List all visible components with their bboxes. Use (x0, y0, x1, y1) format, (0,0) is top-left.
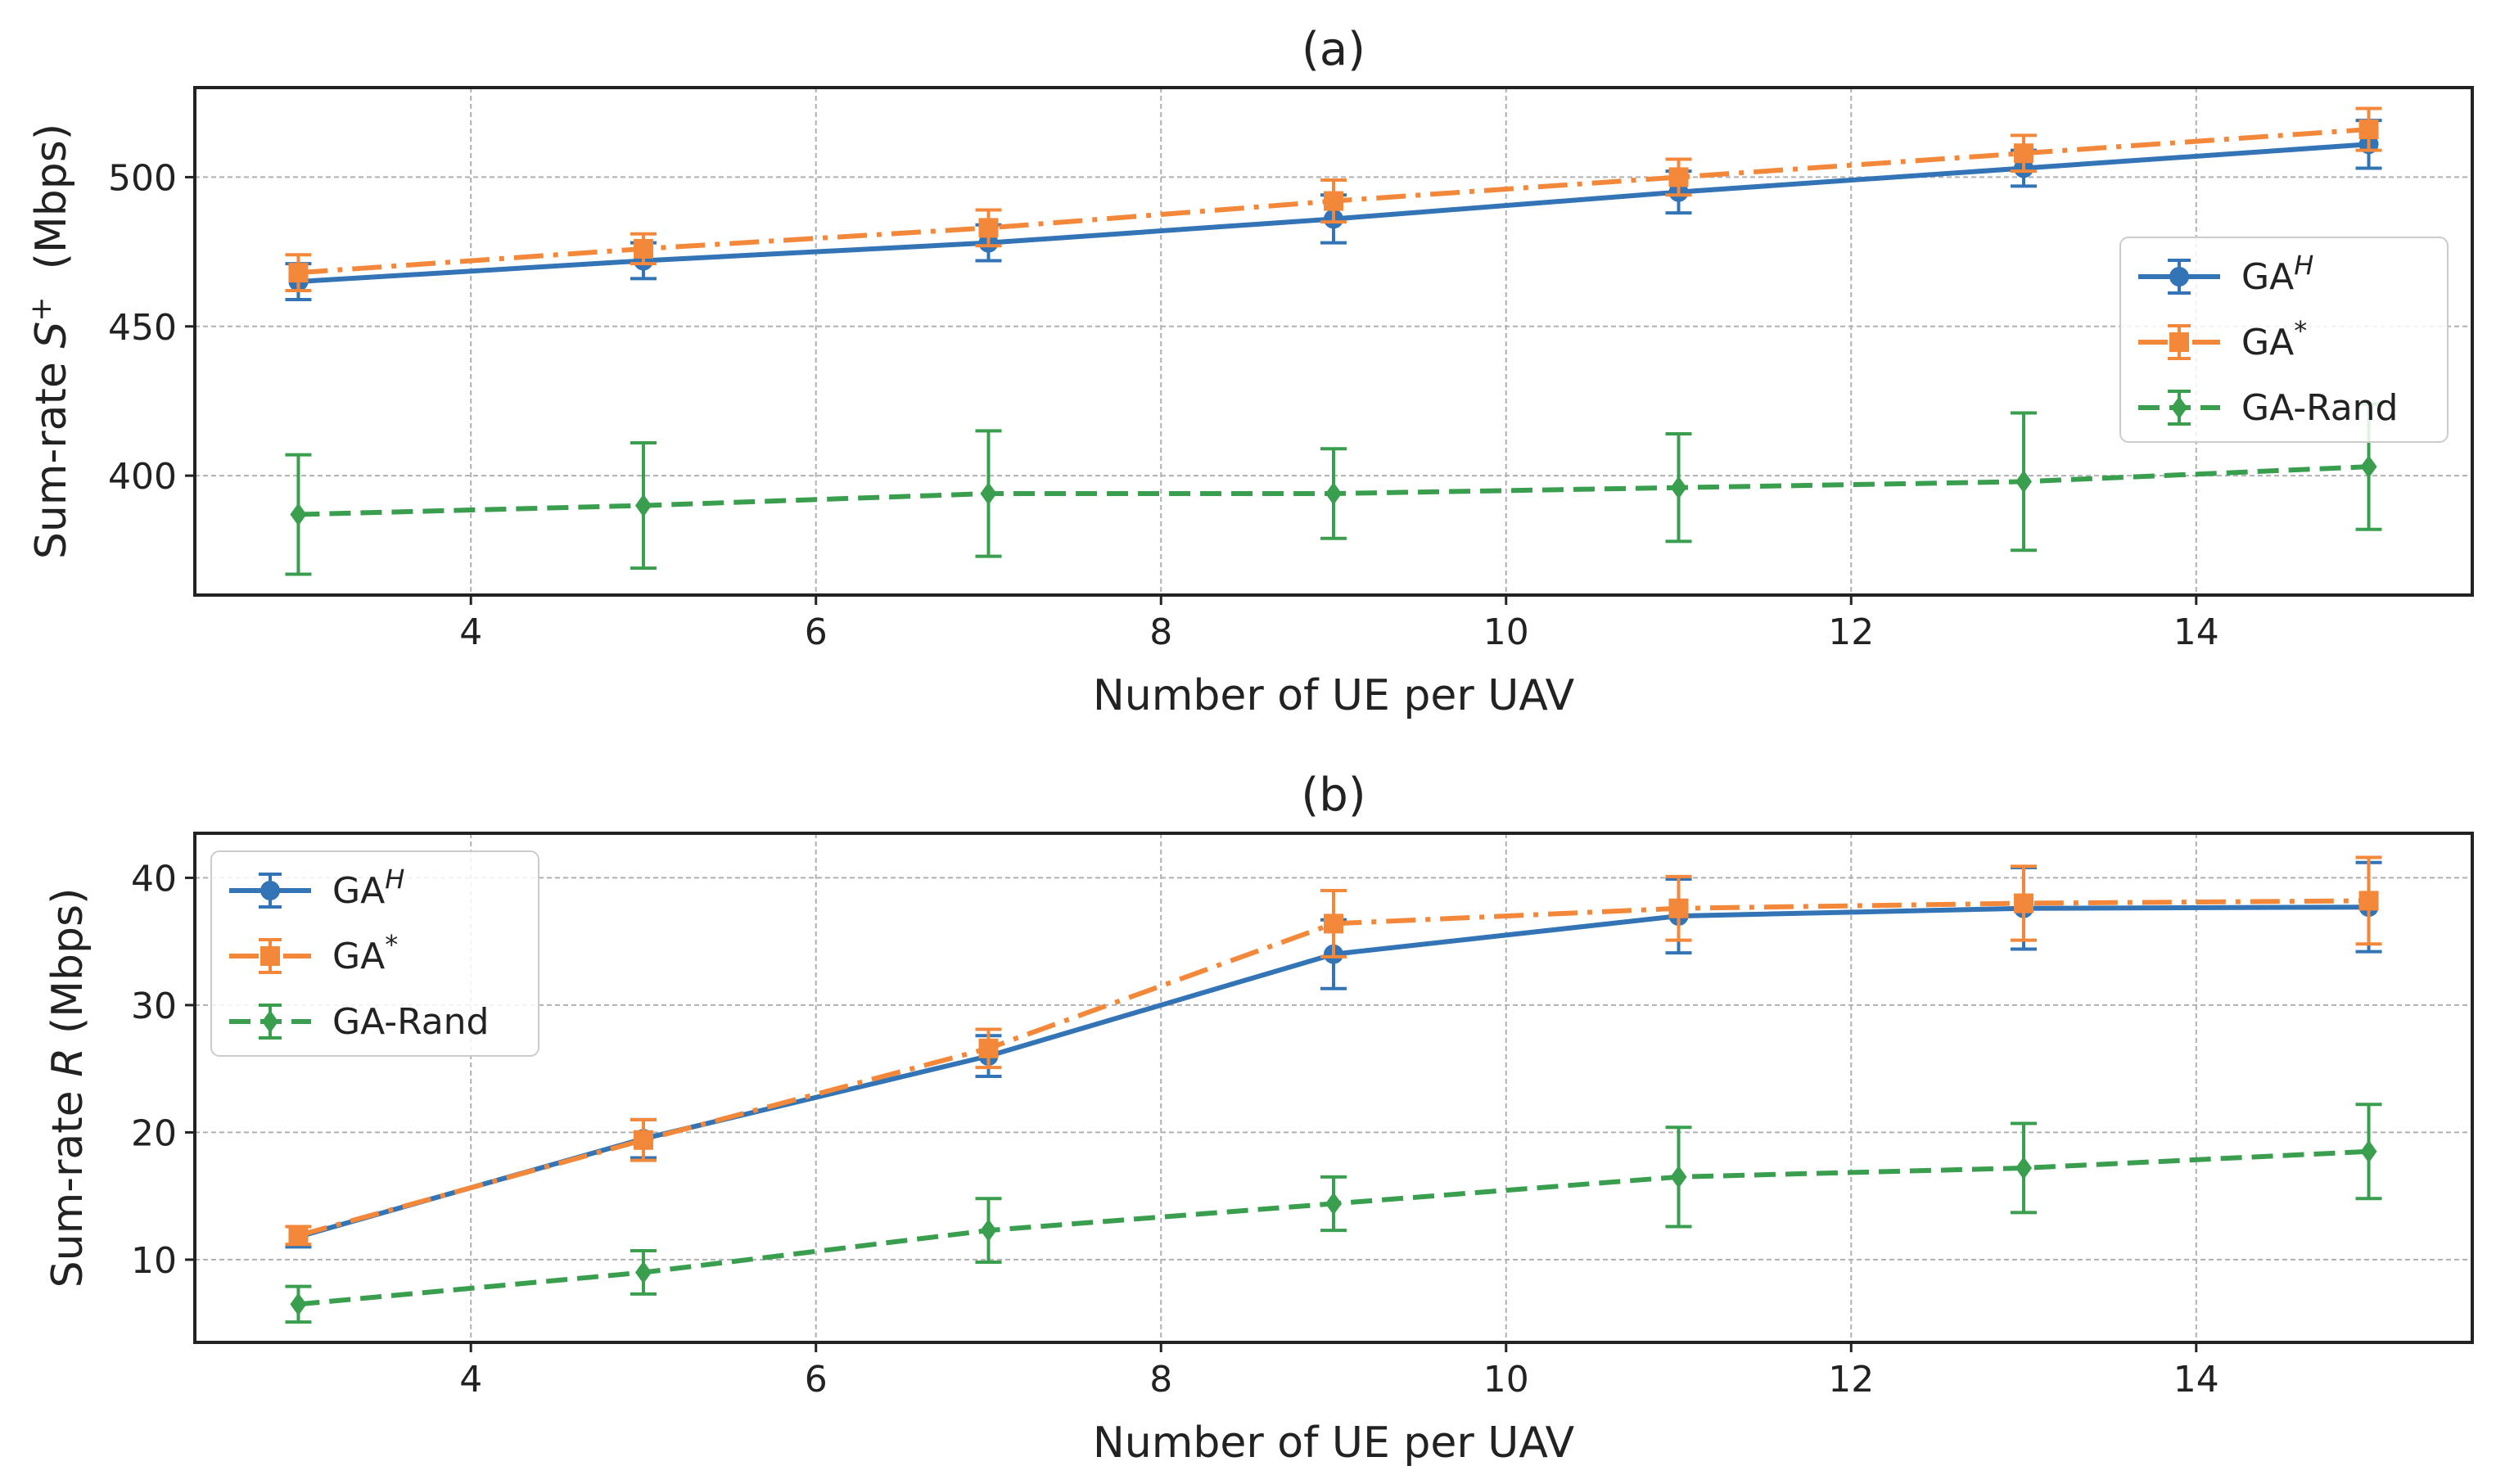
x-tick-label: 8 (1149, 1359, 1172, 1401)
series-ga-star (285, 855, 2382, 1247)
y-axis-label-symbol: R (43, 1048, 93, 1077)
data-point (978, 218, 999, 238)
y-axis-label-symbol: S (27, 322, 76, 349)
data-point (2358, 891, 2379, 911)
data-point (1670, 476, 1687, 499)
legend-marker (260, 946, 280, 966)
y-tick-label: 20 (131, 1112, 177, 1154)
y-axis-label: Sum-rate S+ (Mbps) (25, 124, 76, 559)
x-tick-label: 4 (459, 611, 482, 653)
x-tick-label: 14 (2173, 1359, 2219, 1401)
data-point (1324, 191, 1343, 211)
series-ga-rand (285, 1103, 2382, 1324)
data-point (2358, 120, 2379, 140)
x-tick-label: 4 (459, 1359, 482, 1401)
legend-marker (2169, 332, 2189, 352)
x-tick-label: 6 (805, 611, 828, 653)
y-tick-label: 450 (108, 307, 177, 349)
data-point (1324, 913, 1343, 934)
x-tick-label: 6 (805, 1359, 828, 1401)
x-tick-label: 8 (1149, 611, 1172, 653)
data-point (288, 263, 309, 283)
y-tick-label: 400 (108, 456, 177, 498)
data-point (1325, 482, 1342, 505)
x-tick-label: 10 (1483, 611, 1529, 653)
legend-label: GA-Rand (2241, 387, 2399, 429)
data-point (634, 1261, 652, 1284)
data-point (2015, 470, 2033, 494)
panel-title: (b) (1301, 769, 1365, 822)
legend-marker (262, 1010, 278, 1033)
legend-marker (260, 881, 280, 900)
legend-marker (2169, 267, 2189, 286)
legend-label-superscript: * (385, 929, 398, 960)
legend-label: GAH (2241, 250, 2313, 298)
panel-title: (a) (1302, 23, 1365, 76)
legend-label-name: GA (332, 936, 385, 977)
data-point (633, 238, 653, 259)
data-point (980, 1219, 997, 1243)
legend-label: GA-Rand (332, 1001, 490, 1043)
legend-marker (2171, 396, 2187, 419)
legend-label-name: GA (332, 870, 385, 912)
legend-label-name: GA-Rand (2241, 387, 2399, 429)
y-axis-label-suffix: (Mbps) (43, 888, 93, 1048)
x-axis-label: Number of UE per UAV (1093, 1419, 1575, 1468)
y-axis-label: Sum-rate R (Mbps) (43, 888, 93, 1288)
data-point (2360, 455, 2377, 479)
legend-label-name: GA-Rand (332, 1001, 490, 1043)
legend-label-superscript: H (2294, 250, 2313, 281)
legend-label: GAH (332, 864, 404, 912)
legend-label-superscript: * (2294, 315, 2307, 346)
legend-label: GA* (2241, 315, 2307, 363)
x-tick-label: 10 (1483, 1359, 1529, 1401)
x-tick-label: 14 (2173, 611, 2219, 653)
data-point (1670, 1165, 1687, 1189)
data-point (1668, 167, 1689, 187)
plot-frame (193, 86, 2474, 597)
x-tick-label: 12 (1828, 1359, 1874, 1401)
data-point (1325, 1192, 1342, 1216)
data-point (978, 1038, 999, 1058)
data-point (980, 482, 997, 505)
y-axis-label-prefix: Sum-rate (27, 349, 76, 560)
y-axis-label-suffix: (Mbps) (27, 124, 76, 297)
y-axis-label-superscript: + (25, 296, 58, 321)
y-tick-label: 40 (131, 858, 177, 900)
plot-frame (193, 832, 2474, 1344)
series-ga-rand (285, 402, 2382, 576)
y-axis-label-prefix: Sum-rate (43, 1077, 93, 1288)
legend-label-superscript: H (385, 864, 404, 895)
x-tick-label: 12 (1828, 611, 1874, 653)
y-tick-label: 500 (108, 157, 177, 199)
x-axis-label: Number of UE per UAV (1093, 671, 1575, 720)
data-point (2014, 143, 2034, 164)
legend-label-name: GA (2241, 256, 2294, 298)
legend-label: GA* (332, 929, 398, 977)
y-tick-label: 10 (131, 1240, 177, 1282)
data-point (290, 1292, 307, 1316)
legend-box (2119, 237, 2449, 443)
data-point (633, 1130, 653, 1150)
data-point (288, 1225, 309, 1246)
panel-a: 4 6 8 10 12 14 400 450 500 (a) Number of UE per UA… (25, 23, 2474, 720)
data-point (2360, 1139, 2377, 1163)
legend-label-name: GA (2241, 322, 2294, 363)
data-point (2014, 893, 2034, 913)
legend-box (210, 850, 539, 1057)
panel-b: 4 6 8 10 12 14 10 20 30 40 (b) Number of UE per UAV… (43, 769, 2474, 1468)
y-tick-label: 30 (131, 986, 177, 1027)
data-point (1668, 898, 1689, 918)
data-point (290, 503, 307, 526)
series-ga-star (285, 106, 2382, 292)
data-point (634, 494, 652, 517)
data-point (2015, 1156, 2033, 1180)
